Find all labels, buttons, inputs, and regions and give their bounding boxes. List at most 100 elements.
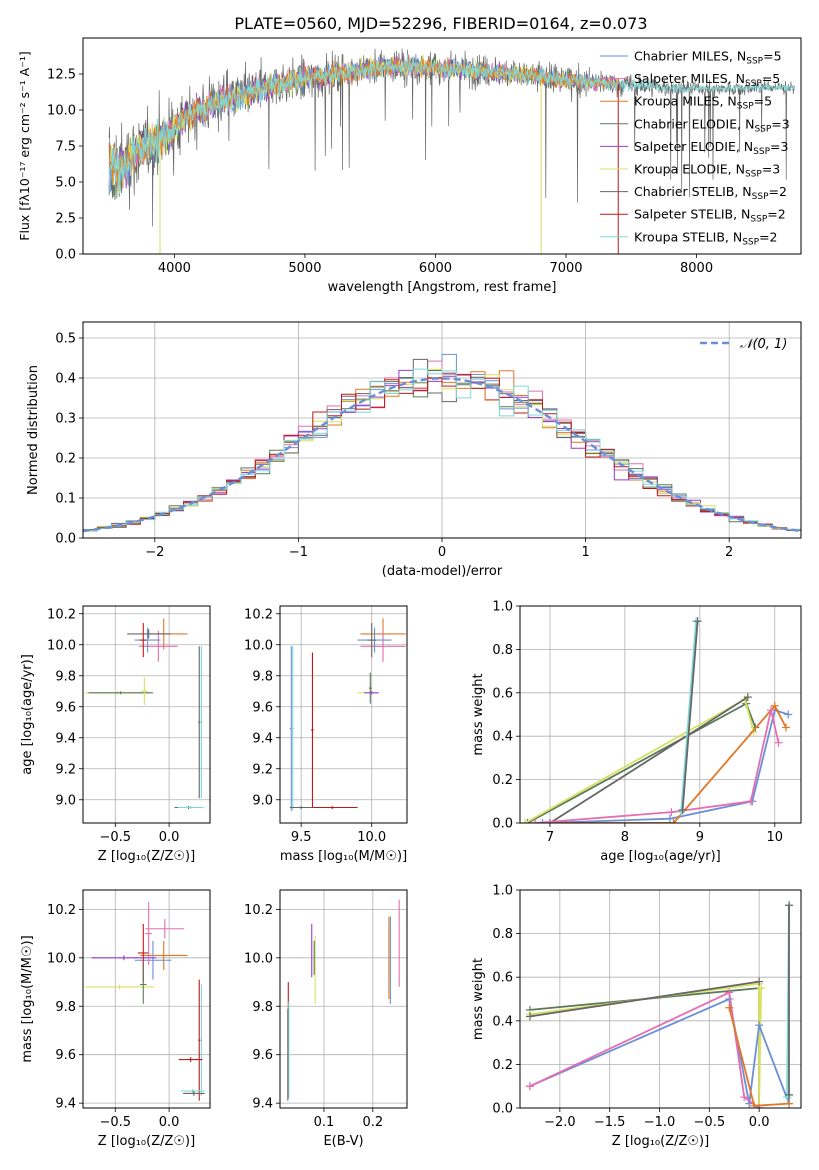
plot-area-residuals (83, 353, 801, 538)
x-axis-label: (data-model)/error (382, 564, 503, 579)
x-tick-label: 0.0 (159, 1115, 180, 1130)
series-line (529, 980, 760, 1018)
series-marker (767, 706, 776, 715)
axes-box (82, 889, 211, 1109)
axes-frame: 0.1 0.2 9.4 9.6 9.8 10.0 10.2 E(B-V) (244, 889, 408, 1149)
x-tick-label: 7000 (549, 261, 582, 276)
x-tick-label: 0 (438, 545, 446, 560)
errorbar-point (134, 940, 172, 980)
x-tick-label: −2.0 (544, 1115, 576, 1130)
x-axis-label: age [log₁₀(age/yr)] (600, 849, 721, 864)
errorbar-point (91, 955, 157, 961)
series-marker (770, 701, 779, 710)
errorbar-point (198, 646, 201, 799)
errorbar-point (360, 630, 406, 662)
series-marker (785, 1090, 794, 1099)
series-marker (755, 1021, 764, 1030)
errorbar-point (364, 691, 379, 695)
y-axis-label: mass weight (471, 958, 486, 1040)
y-tick-label: 0.0 (55, 248, 76, 263)
y-tick-label: 7.5 (55, 140, 76, 155)
x-tick-label: 0.1 (314, 1115, 335, 1130)
series-marker (784, 710, 793, 719)
y-axis-label: Flux [fλ10⁻¹⁷ erg cm⁻² s⁻¹ A⁻¹] (17, 51, 32, 240)
errorbar-point (138, 630, 178, 662)
figure-title: PLATE=0560, MJD=52296, FIBERID=0164, z=0… (234, 14, 647, 33)
y-tick-label: 9.0 (55, 793, 76, 808)
y-tick-label: 9.4 (55, 731, 76, 746)
y-tick-label: 0.0 (55, 532, 76, 547)
series-marker (782, 723, 791, 732)
errorbar-point (180, 1088, 205, 1094)
y-tick-label: 0.4 (492, 730, 513, 745)
model-spectrum-kroupa_stelib (108, 53, 795, 195)
x-tick-label: −0.5 (99, 830, 131, 845)
x-axis-label: Z [log₁₀(Z/Z☉)] (612, 1134, 709, 1149)
series-line (529, 987, 760, 1108)
axes-frame: −0.5 0.0 9.4 9.6 9.8 10.0 10.2 Z [log₁₀(Z/Z☉)] m… (20, 889, 211, 1149)
axes-frame: 7 8 9 10 0.0 0.2 0.4 0.6 0.8 1.0 age [log₁₀(age/yr… (471, 600, 802, 864)
y-tick-label: 0.6 (492, 971, 513, 986)
legend-entry: Kroupa MILES, NSSP=5 (634, 94, 772, 112)
x-tick-label: −0.5 (694, 1115, 726, 1130)
x-tick-label: 7 (546, 830, 554, 845)
gaussian-curve (83, 377, 801, 533)
errorbar-point (85, 984, 155, 990)
x-tick-label: 9.5 (291, 830, 312, 845)
y-axis-label: mass weight (471, 673, 486, 755)
y-tick-label: 9.8 (252, 669, 273, 684)
errorbar-point (178, 1057, 203, 1062)
grid-age_vs_Z (83, 606, 210, 823)
y-tick-label: 9.0 (252, 793, 273, 808)
x-axis-label: E(B-V) (323, 1134, 363, 1149)
series-marker (538, 819, 547, 823)
x-tick-label: 10.0 (357, 830, 386, 845)
legend: Chabrier MILES, NSSP=5 Salpeter MILES, NS… (600, 49, 790, 247)
plot-area-massweight_vs_age (521, 617, 793, 823)
x-axis-label: Z [log₁₀(Z/Z☉)] (98, 1134, 195, 1149)
x-tick-label: 2 (725, 545, 733, 560)
axes-frame: 9.5 10.0 9.0 9.2 9.4 9.6 9.8 10.0 10.2 mass [log₁… (244, 605, 408, 864)
y-tick-label: 10.0 (244, 951, 273, 966)
y-tick-label: 10.0 (47, 951, 76, 966)
x-tick-label: 1 (581, 545, 589, 560)
y-tick-label: 0.3 (55, 412, 76, 427)
errorbar-point (289, 805, 313, 810)
axes-frame: −2.0 −1.5 −1.0 −0.5 0.0 0.0 0.2 0.4 0.6 0.8 1.0 Z [… (471, 884, 802, 1149)
x-tick-label: 10 (766, 830, 783, 845)
axes-box (279, 889, 408, 1109)
y-tick-label: 9.6 (252, 1048, 273, 1063)
y-tick-label: 9.2 (55, 762, 76, 777)
x-tick-label: 9 (696, 830, 704, 845)
legend-entry: 𝒩(0, 1) (740, 337, 787, 352)
y-tick-label: 1.0 (492, 884, 513, 899)
y-tick-label: 2.5 (55, 212, 76, 227)
series-marker (669, 819, 678, 823)
series-line (534, 709, 780, 823)
series-marker (725, 1003, 734, 1012)
series-marker (750, 1101, 759, 1108)
errorbar-point (200, 984, 203, 1096)
errorbar-point (291, 646, 295, 811)
y-tick-label: 10.0 (244, 638, 273, 653)
panel-mass_vs_Z: −0.5 0.0 9.4 9.6 9.8 10.0 10.2 Z [log₁₀(Z/Z☉)] m… (20, 889, 211, 1149)
plot-area-age_vs_mass (289, 618, 406, 811)
x-tick-label: −0.5 (99, 1115, 131, 1130)
errorbar-point (183, 1091, 205, 1096)
x-tick-label: 6000 (419, 261, 452, 276)
x-axis-label: mass [log₁₀(M/M☉)] (280, 849, 407, 864)
errorbar-point (367, 623, 376, 658)
series-marker (725, 988, 734, 997)
y-tick-label: 10.2 (47, 903, 76, 918)
series-marker (785, 1099, 794, 1108)
series-marker (740, 1093, 749, 1102)
series-marker (757, 984, 766, 993)
errorbar-point (127, 629, 171, 639)
plot-area-mass_vs_ebv (287, 899, 400, 1101)
y-tick-label: 1.0 (492, 600, 513, 615)
errorbar-point (140, 623, 147, 658)
legend-entry: Kroupa ELODIE, NSSP=3 (634, 162, 780, 180)
y-axis-label: age [log₁₀(age/yr)] (20, 654, 35, 775)
y-tick-label: 0.0 (492, 817, 513, 832)
panel-residuals: −2 −1 0 1 2 0.0 0.1 0.2 0.3 0.4 0.5 (data-model)/er… (26, 321, 802, 579)
